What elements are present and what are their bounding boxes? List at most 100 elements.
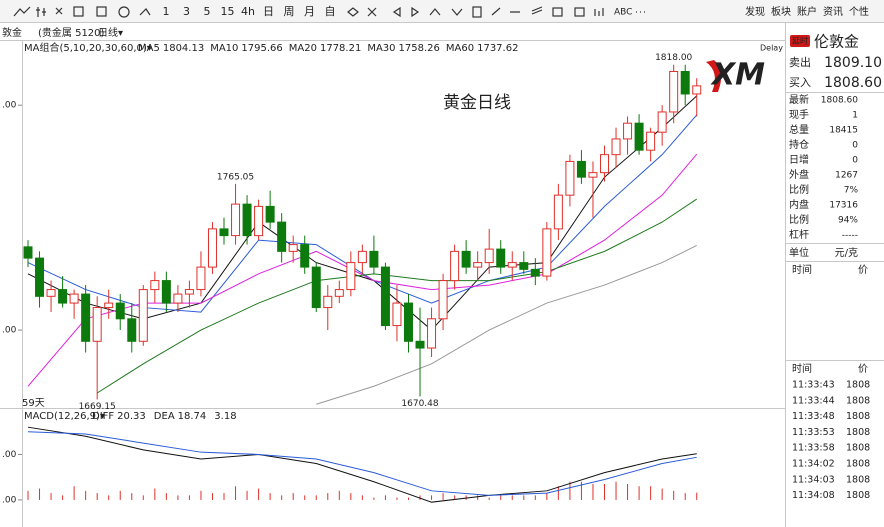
tick-time: 11:34:02 <box>792 459 835 470</box>
legend-name: MA10 <box>210 43 238 54</box>
candle-body <box>680 70 690 95</box>
logo: XM <box>706 58 765 93</box>
y-tick-label: .00 <box>2 450 17 460</box>
icon-rect <box>552 7 563 17</box>
candle-body <box>634 122 644 151</box>
candle-body <box>254 205 264 237</box>
quote-value: 94% <box>838 216 858 226</box>
icon-volume <box>594 8 604 16</box>
legend-name: MA30 <box>367 43 395 54</box>
quote-value: 17316 <box>829 201 858 211</box>
period-button: 1 <box>163 5 170 18</box>
price-annotation: 1818.00 <box>655 53 692 63</box>
tick-price: 1808 <box>846 490 870 501</box>
icon-draw <box>139 8 151 16</box>
quote-label: 现手 <box>789 108 809 121</box>
tick-time: 11:33:44 <box>792 395 835 406</box>
candle-body <box>357 250 367 264</box>
candle-body <box>115 302 125 320</box>
icon-box <box>73 6 84 17</box>
candle-body <box>104 302 114 309</box>
icon-arrows <box>392 6 420 18</box>
candle-body <box>392 302 402 327</box>
quote-label: 外盘 <box>789 168 809 181</box>
quote-label: 日增 <box>789 153 809 166</box>
candle-body <box>403 302 413 342</box>
candle-body <box>127 318 137 342</box>
candle-body <box>35 257 45 297</box>
buy-label: 买入 <box>789 76 811 89</box>
legend-value: 1778.21 <box>320 43 361 54</box>
period-button: 15 <box>221 5 235 18</box>
candle-body <box>173 293 183 304</box>
period-button: 4h <box>241 5 255 18</box>
price-annotation: 1765.05 <box>217 172 254 182</box>
candle-body <box>219 228 229 237</box>
candle-body <box>242 203 252 237</box>
symbol: 敦金 <box>2 26 22 39</box>
candle-body <box>346 262 356 291</box>
candle-body <box>231 203 241 237</box>
quote-value: 0 <box>852 156 858 166</box>
indicator-line <box>27 426 697 503</box>
candle-body <box>23 246 33 259</box>
tick-time: 11:33:58 <box>792 443 835 454</box>
candle-body <box>507 262 517 268</box>
tick-price: 1808 <box>846 427 870 438</box>
delay: Delay <box>760 44 783 53</box>
candle-body <box>611 138 621 156</box>
period-button: 日 <box>263 5 274 18</box>
candle-body <box>438 280 448 320</box>
candle-body <box>415 340 425 349</box>
candle-body <box>81 293 91 342</box>
abc-button: ABC <box>614 8 632 18</box>
menu-item: 资讯 <box>823 6 843 18</box>
candle-body <box>288 244 298 252</box>
candle-body <box>450 250 460 282</box>
tick-price: 1808 <box>846 395 870 406</box>
menu-item: 账户 <box>797 5 817 18</box>
candle-body <box>369 250 379 268</box>
quote-panel: 延时 伦敦金 卖出 1809.10 买入 1808.60 单位 元/克 时间 价… <box>786 33 884 375</box>
candle-body <box>196 266 206 291</box>
tick-price: 1808 <box>846 380 870 391</box>
quote-label: 最新 <box>789 93 809 106</box>
legend-name: DEA <box>154 411 175 422</box>
unit-value: 元/克 <box>835 247 858 259</box>
quote-name: 伦敦金 <box>814 33 859 51</box>
indicator-line <box>96 198 698 394</box>
candle-body <box>669 70 679 113</box>
quote-label: 总量 <box>789 123 809 136</box>
candle-body <box>553 194 563 230</box>
count-label: 59天 <box>22 398 45 409</box>
candle-body <box>496 248 506 268</box>
quote-value: 1808.60 <box>821 96 858 106</box>
period-button: 3 <box>183 5 190 18</box>
candle-body <box>265 205 275 223</box>
quote-value: 1267 <box>835 171 858 181</box>
candle-body <box>588 172 598 178</box>
icon-updown <box>429 8 463 16</box>
badge: 延时 <box>792 36 808 46</box>
menu-item: 发现 <box>745 5 765 18</box>
indicator-line <box>27 114 698 313</box>
tick-price: 1808 <box>846 474 870 485</box>
candle-body <box>427 318 437 349</box>
candle-body <box>207 228 217 268</box>
quote-label: 杠杆 <box>789 228 809 241</box>
candle-body <box>461 250 471 268</box>
legend-value: 1795.66 <box>241 43 282 54</box>
unit-label: 单位 <box>789 246 809 259</box>
candle-body <box>380 266 390 327</box>
badge-bg <box>790 35 810 47</box>
candle-body <box>657 111 667 133</box>
candle-body <box>69 293 79 304</box>
candle-body <box>565 160 575 196</box>
indicator-line <box>27 431 697 496</box>
ticks-price-header: 价 <box>858 363 868 375</box>
period-button: 自 <box>325 5 336 18</box>
quote-value: ----- <box>842 231 858 241</box>
quote-label: 比例 <box>789 213 809 226</box>
period-button: 5 <box>204 5 211 18</box>
